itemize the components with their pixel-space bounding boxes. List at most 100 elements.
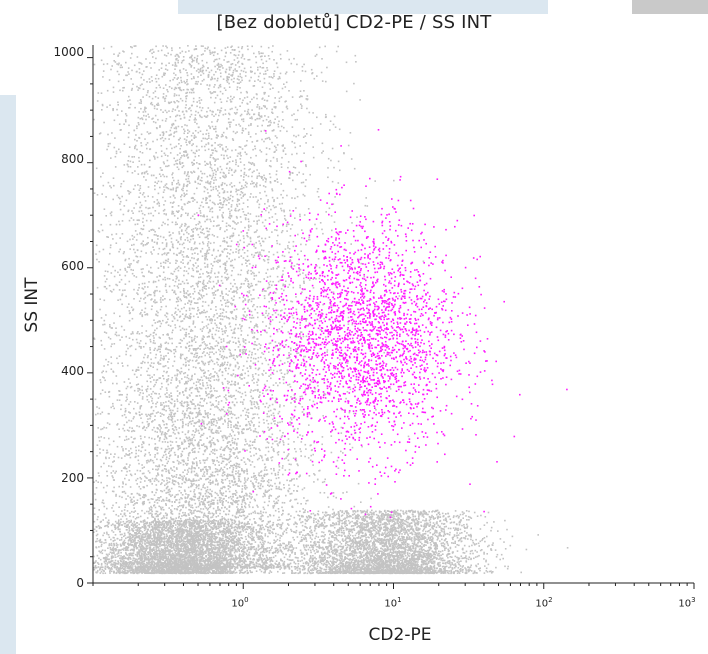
event-point <box>266 268 269 271</box>
event-point <box>283 484 285 486</box>
event-point <box>190 66 192 68</box>
event-point <box>188 142 191 145</box>
event-point <box>353 412 355 415</box>
event-point <box>129 345 131 348</box>
event-point <box>163 189 166 191</box>
event-point <box>224 378 226 380</box>
event-point <box>162 196 164 199</box>
event-point <box>317 385 319 387</box>
event-point <box>126 429 129 431</box>
event-point <box>186 154 188 156</box>
event-point <box>283 362 286 364</box>
event-point <box>207 75 210 77</box>
event-point <box>155 379 158 381</box>
event-point <box>303 545 305 547</box>
event-point <box>174 403 176 405</box>
event-point <box>199 367 201 369</box>
event-point <box>224 302 227 305</box>
event-point <box>183 290 185 292</box>
event-point <box>183 247 186 249</box>
event-point <box>221 348 224 351</box>
event-point <box>108 437 110 440</box>
event-point <box>340 519 342 522</box>
event-point <box>147 374 149 376</box>
event-point <box>128 403 130 406</box>
event-point <box>113 146 116 149</box>
event-point <box>274 299 277 302</box>
event-point <box>212 327 214 330</box>
event-point <box>231 270 233 272</box>
event-point <box>205 199 207 202</box>
event-point <box>98 527 101 530</box>
event-point <box>157 311 159 314</box>
event-point <box>208 137 210 139</box>
event-point <box>241 191 244 194</box>
event-point <box>270 436 272 438</box>
event-point <box>168 429 170 431</box>
event-point <box>214 371 216 373</box>
event-point <box>176 254 178 256</box>
event-point <box>163 370 165 373</box>
event-point <box>167 90 169 93</box>
event-point <box>334 126 337 128</box>
event-point <box>216 432 218 434</box>
event-point <box>97 92 100 94</box>
event-point <box>220 168 223 171</box>
event-point <box>93 337 95 340</box>
event-point <box>251 441 254 443</box>
event-point <box>254 478 256 480</box>
event-point <box>255 447 257 450</box>
event-point <box>267 200 269 203</box>
event-point <box>201 360 203 363</box>
event-point <box>237 46 240 49</box>
event-point <box>175 476 177 478</box>
event-point <box>263 295 266 297</box>
event-point <box>262 374 264 376</box>
event-point <box>93 118 95 121</box>
event-point <box>162 365 164 368</box>
event-point <box>188 478 190 480</box>
event-point <box>147 424 150 426</box>
event-point <box>252 316 255 319</box>
event-point <box>251 330 254 332</box>
event-point <box>244 444 246 446</box>
event-point <box>330 215 333 217</box>
event-point <box>255 344 258 346</box>
event-point <box>179 437 181 440</box>
event-point <box>96 194 99 196</box>
event-point <box>299 215 301 218</box>
event-point <box>221 220 224 222</box>
event-point <box>178 342 181 344</box>
event-point <box>266 258 269 261</box>
event-point <box>210 537 213 540</box>
event-point <box>225 222 228 225</box>
event-point <box>101 389 104 391</box>
event-point <box>170 53 172 56</box>
event-point <box>220 135 223 138</box>
event-point <box>154 121 157 124</box>
event-point <box>180 402 183 405</box>
event-point <box>144 291 147 293</box>
event-point <box>226 335 229 337</box>
event-point <box>183 475 186 477</box>
event-point <box>150 413 152 415</box>
event-point <box>124 259 126 262</box>
event-point <box>169 116 172 118</box>
event-point <box>176 106 179 109</box>
event-point <box>218 521 220 524</box>
event-point <box>202 382 204 384</box>
event-point <box>278 486 280 488</box>
event-point <box>229 482 231 485</box>
event-point <box>177 55 180 57</box>
event-point <box>214 272 216 275</box>
event-point <box>164 109 167 112</box>
event-point <box>220 323 222 325</box>
event-point <box>234 304 236 307</box>
event-point <box>191 467 193 469</box>
event-point <box>256 251 259 254</box>
event-point <box>143 114 145 117</box>
event-point <box>131 501 134 503</box>
event-point <box>172 246 175 249</box>
event-point <box>165 118 168 120</box>
event-point <box>170 241 173 243</box>
